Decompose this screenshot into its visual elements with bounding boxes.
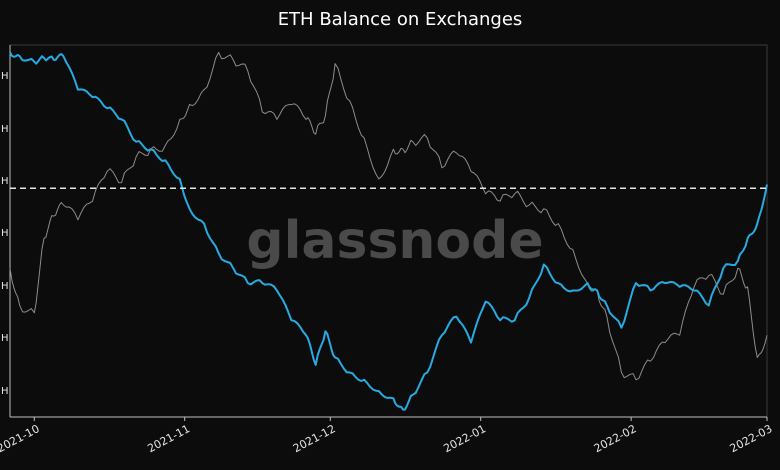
series-group <box>9 51 768 411</box>
y-axis-ticks: H H H H H H H <box>1 71 9 397</box>
watermark: glassnode <box>246 211 543 271</box>
y-tick-label: H <box>1 333 9 344</box>
chart-title: ETH Balance on Exchanges <box>278 9 523 30</box>
y-tick-label: H <box>1 228 9 239</box>
y-tick-label: H <box>1 71 9 82</box>
y-tick-label: H <box>1 386 9 397</box>
y-tick-label: H <box>1 281 9 292</box>
eth-price-line <box>9 51 768 381</box>
y-tick-label: H <box>1 124 9 135</box>
eth-balance-line <box>9 51 768 411</box>
y-tick-label: H <box>1 176 9 187</box>
